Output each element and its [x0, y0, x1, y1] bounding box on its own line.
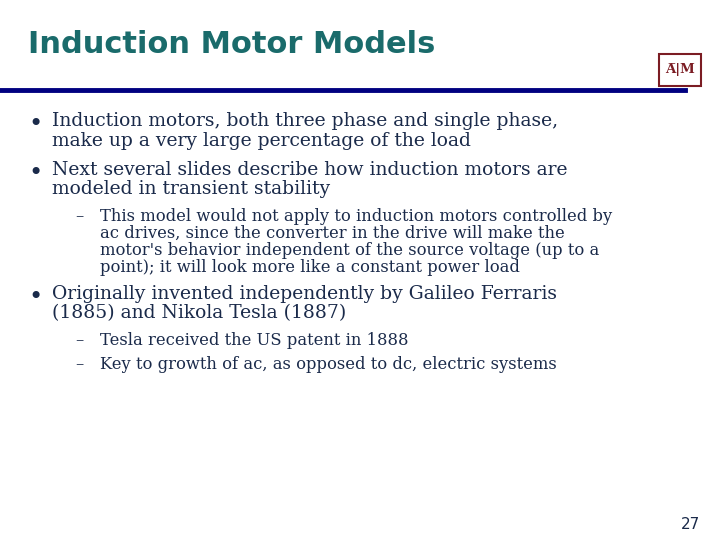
FancyBboxPatch shape — [659, 54, 701, 86]
Text: •: • — [28, 112, 42, 136]
Text: point); it will look more like a constant power load: point); it will look more like a constan… — [100, 259, 520, 276]
Text: Next several slides describe how induction motors are: Next several slides describe how inducti… — [52, 161, 567, 179]
Text: Originally invented independently by Galileo Ferraris: Originally invented independently by Gal… — [52, 285, 557, 303]
Text: A̅|M: A̅|M — [665, 64, 695, 77]
Text: –: – — [75, 332, 84, 349]
Text: 27: 27 — [680, 517, 700, 532]
Text: –: – — [75, 356, 84, 373]
Text: •: • — [28, 161, 42, 185]
Text: Induction motors, both three phase and single phase,: Induction motors, both three phase and s… — [52, 112, 558, 130]
Text: modeled in transient stability: modeled in transient stability — [52, 180, 330, 199]
Text: •: • — [28, 285, 42, 309]
Text: (1885) and Nikola Tesla (1887): (1885) and Nikola Tesla (1887) — [52, 305, 346, 322]
Text: Tesla received the US patent in 1888: Tesla received the US patent in 1888 — [100, 332, 408, 349]
Text: ac drives, since the converter in the drive will make the: ac drives, since the converter in the dr… — [100, 225, 564, 242]
Text: Induction Motor Models: Induction Motor Models — [28, 30, 436, 59]
Text: motor's behavior independent of the source voltage (up to a: motor's behavior independent of the sour… — [100, 242, 599, 259]
Text: –: – — [75, 208, 84, 225]
Text: make up a very large percentage of the load: make up a very large percentage of the l… — [52, 132, 471, 150]
Text: This model would not apply to induction motors controlled by: This model would not apply to induction … — [100, 208, 612, 225]
Text: Key to growth of ac, as opposed to dc, electric systems: Key to growth of ac, as opposed to dc, e… — [100, 356, 557, 373]
